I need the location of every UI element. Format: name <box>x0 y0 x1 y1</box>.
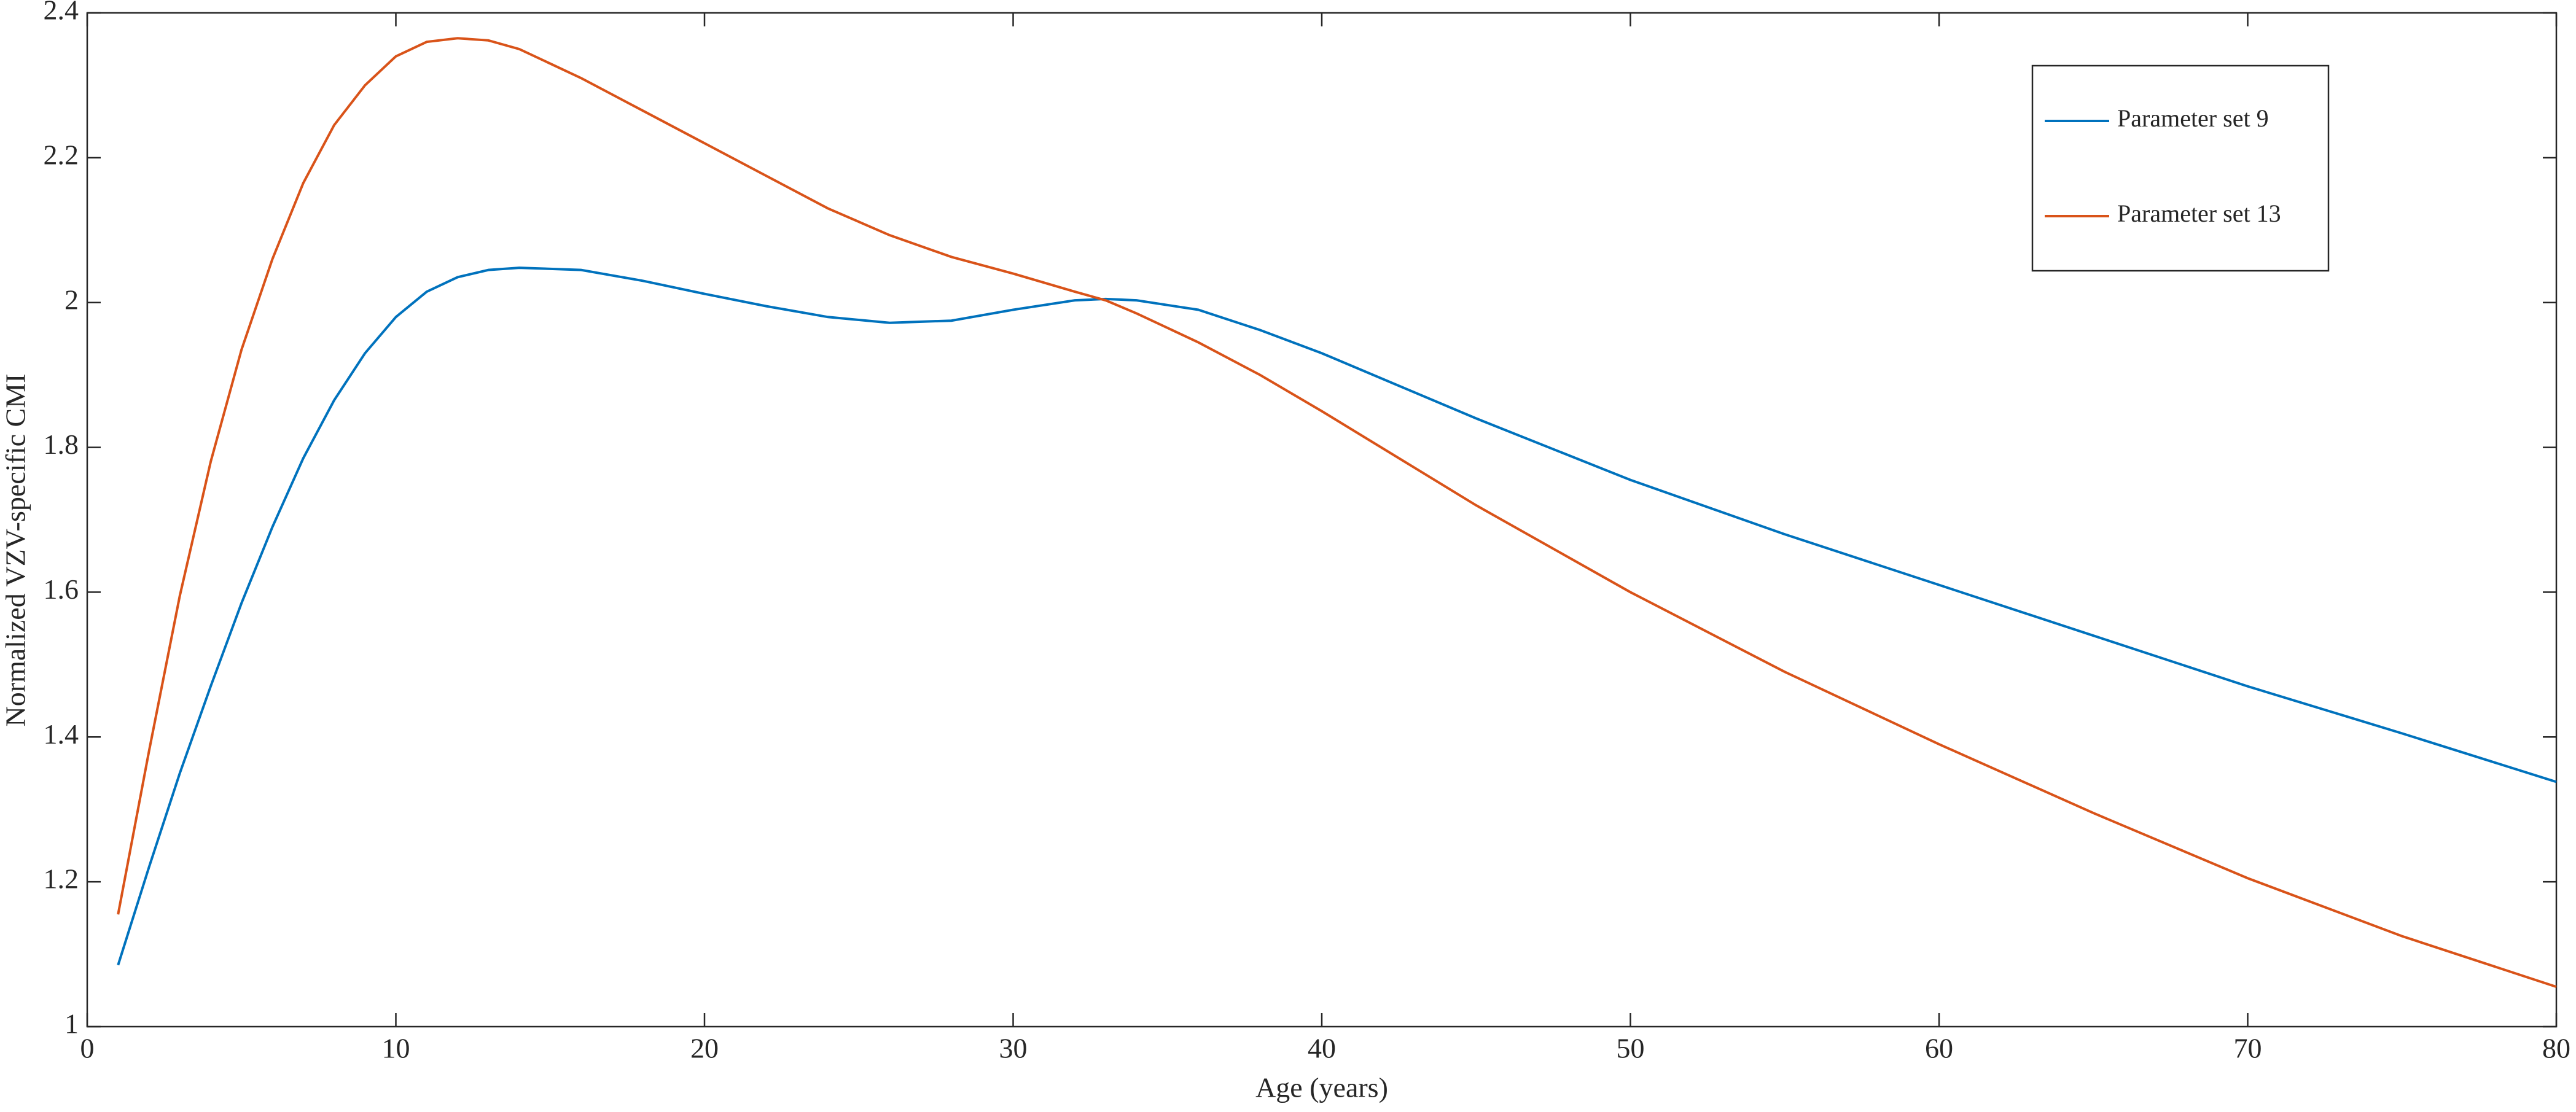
y-tick-label: 1.2 <box>44 863 79 895</box>
y-tick-label: 1.4 <box>44 718 79 750</box>
x-tick-label: 10 <box>382 1033 410 1064</box>
y-tick-label: 2 <box>64 284 79 315</box>
x-tick-label: 20 <box>690 1033 719 1064</box>
y-tick-label: 1.8 <box>44 429 79 460</box>
y-axis-label: Normalized VZV-specific CMI <box>0 374 31 727</box>
legend-label: Parameter set 13 <box>2117 200 2281 227</box>
line <box>117 266 2557 966</box>
y-tick-label: 2.2 <box>44 139 79 170</box>
y-tick-label: 1.6 <box>44 573 79 605</box>
line <box>117 37 2557 989</box>
x-tick-label: 30 <box>999 1033 1028 1064</box>
x-tick-label: 70 <box>2234 1033 2262 1064</box>
legend-box <box>2031 64 2330 272</box>
x-tick-label: 50 <box>1617 1033 1645 1064</box>
x-axis-label: Age (years) <box>1255 1072 1388 1103</box>
y-tick-label: 1 <box>64 1008 79 1040</box>
x-tick-label: 0 <box>80 1033 95 1064</box>
x-tick-label: 60 <box>1925 1033 1953 1064</box>
x-tick-label: 40 <box>1308 1033 1336 1064</box>
y-tick-label: 2.4 <box>44 0 79 26</box>
x-tick-label: 80 <box>2542 1033 2570 1064</box>
legend-label: Parameter set 9 <box>2117 104 2269 132</box>
